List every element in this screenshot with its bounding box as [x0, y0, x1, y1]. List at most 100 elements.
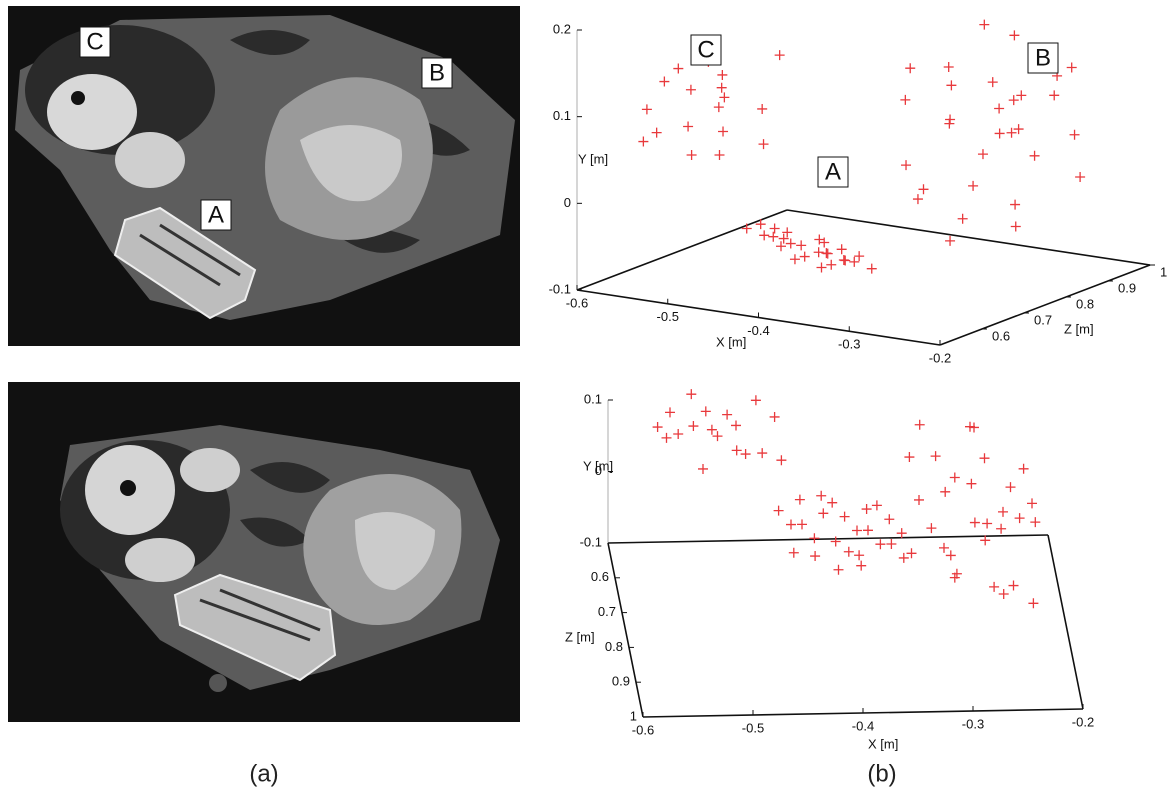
point [944, 118, 955, 129]
point [673, 428, 684, 439]
axis-line [1047, 534, 1084, 710]
point [940, 486, 951, 497]
point [957, 213, 968, 224]
point [786, 519, 796, 530]
point [875, 539, 886, 550]
point [797, 519, 807, 530]
point [776, 455, 787, 466]
point [652, 422, 663, 433]
point [638, 136, 649, 147]
point [1029, 150, 1040, 161]
point [809, 533, 820, 544]
point [945, 550, 956, 561]
point [740, 449, 751, 460]
point [1049, 90, 1060, 101]
point [830, 536, 841, 547]
object-label-box [690, 34, 722, 66]
x-tick-label: -0.4 [747, 323, 769, 338]
point [722, 409, 733, 420]
x-tick-label: -0.5 [657, 309, 679, 324]
object-label-box [817, 156, 849, 188]
y-tick-label: -0.1 [549, 281, 571, 296]
point [886, 539, 897, 550]
y-tick-label: 0 [564, 195, 571, 210]
axis-line [939, 264, 1151, 346]
x-tick-label: -0.4 [852, 718, 874, 733]
point [757, 103, 768, 114]
point [651, 127, 662, 138]
point [717, 69, 728, 80]
point [661, 432, 672, 443]
point [821, 248, 832, 259]
point [854, 550, 865, 561]
point [926, 523, 937, 534]
z-tick-label: 0.8 [605, 639, 623, 654]
z-tick-label: 1 [1160, 264, 1167, 279]
x-tick-label: -0.2 [1072, 714, 1094, 729]
point [1014, 513, 1025, 524]
point [863, 525, 873, 536]
point [966, 478, 977, 489]
point [965, 421, 975, 432]
point [906, 548, 917, 559]
point [946, 80, 957, 91]
point [686, 389, 697, 400]
point [714, 150, 725, 161]
photo-bottom [8, 382, 520, 722]
point [741, 223, 752, 234]
panel-label: (a) [249, 760, 278, 787]
point [700, 406, 711, 417]
point [1016, 90, 1027, 101]
point [912, 194, 923, 205]
point [755, 219, 766, 230]
point [998, 589, 1009, 600]
panel-label: (b) [867, 760, 896, 787]
point [773, 505, 784, 516]
point [896, 528, 907, 539]
point [871, 500, 882, 511]
point [982, 518, 993, 529]
point [731, 445, 742, 456]
point [1010, 221, 1021, 232]
object-label: C [86, 28, 103, 55]
point [996, 523, 1007, 534]
point [757, 448, 768, 459]
point [758, 139, 769, 150]
point [979, 453, 990, 464]
point [788, 547, 799, 558]
point [994, 128, 1005, 139]
point [1027, 498, 1037, 509]
point [799, 251, 810, 262]
point [1075, 171, 1086, 182]
point [861, 504, 872, 515]
x-tick-label: -0.5 [742, 720, 764, 735]
point [918, 184, 929, 195]
x-tick-label: -0.2 [929, 350, 951, 365]
point [827, 497, 838, 508]
point [836, 244, 847, 255]
point [977, 149, 988, 160]
point [712, 431, 723, 442]
point [1018, 463, 1029, 474]
point [673, 63, 684, 74]
point [980, 535, 991, 546]
point [718, 126, 729, 137]
point [949, 572, 960, 583]
plot: -0.1 0 0.1 0.2 -0.6 -0.5 -0.4 -0.3 -0.2 0.6 0.7 0.8… [549, 19, 1167, 365]
point [904, 452, 915, 463]
point [1028, 598, 1039, 609]
point [1005, 482, 1016, 493]
point [776, 241, 786, 252]
point [713, 102, 724, 113]
point [969, 422, 979, 433]
z-axis-label: Z [m] [1064, 321, 1094, 336]
point [914, 419, 925, 430]
point [818, 508, 829, 519]
z-tick-label: 0.6 [591, 569, 609, 584]
point [1030, 517, 1041, 528]
point [945, 235, 956, 246]
point [816, 262, 827, 273]
axis-line [576, 209, 788, 291]
point [943, 62, 954, 73]
point [1006, 127, 1017, 138]
